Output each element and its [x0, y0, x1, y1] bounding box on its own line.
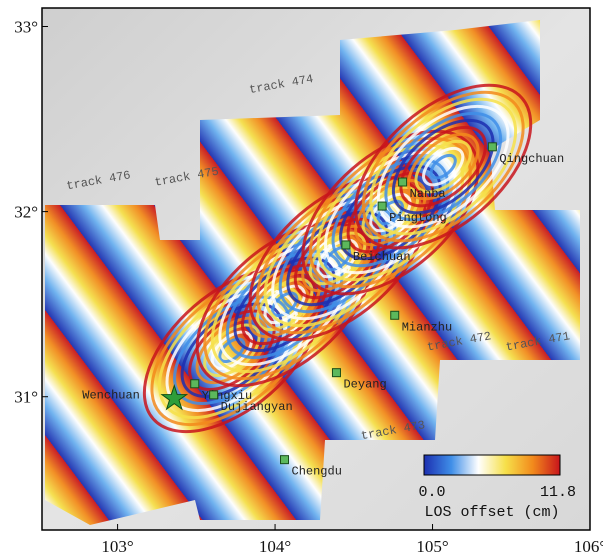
y-tick-label: 33°	[14, 18, 38, 37]
city-label: Deyang	[343, 378, 386, 392]
map: 103°104°105°106°31°32°33°track 474track …	[0, 0, 603, 559]
x-tick-label: 103°	[101, 537, 133, 556]
city-label: Nanba	[410, 187, 446, 201]
colorbar-title: LOS offset (cm)	[424, 504, 559, 521]
map-image	[42, 8, 590, 530]
city-marker	[391, 311, 399, 319]
city-marker	[191, 380, 199, 388]
colorbar	[424, 455, 560, 475]
city-marker	[281, 456, 289, 464]
x-tick-label: 105°	[416, 537, 448, 556]
city-marker	[332, 369, 340, 377]
x-tick-label: 104°	[259, 537, 291, 556]
city-label: Chengdu	[292, 465, 342, 479]
city-label: Pingtong	[389, 211, 447, 225]
city-label: Mianzhu	[402, 320, 452, 334]
city-label: Qingchuan	[499, 152, 564, 166]
city-label: Dujiangyan	[221, 400, 293, 414]
city-marker	[342, 241, 350, 249]
city-marker	[378, 202, 386, 210]
colorbar-min: 0.0	[418, 484, 445, 501]
city-marker	[210, 391, 218, 399]
city-marker	[488, 143, 496, 151]
colorbar-max: 11.8	[540, 484, 576, 501]
x-tick-label: 106°	[574, 537, 603, 556]
epicenter-label: Wenchuan	[82, 389, 140, 403]
city-marker	[399, 178, 407, 186]
y-tick-label: 31°	[14, 388, 38, 407]
city-label: Beichuan	[353, 250, 411, 264]
y-tick-label: 32°	[14, 203, 38, 222]
